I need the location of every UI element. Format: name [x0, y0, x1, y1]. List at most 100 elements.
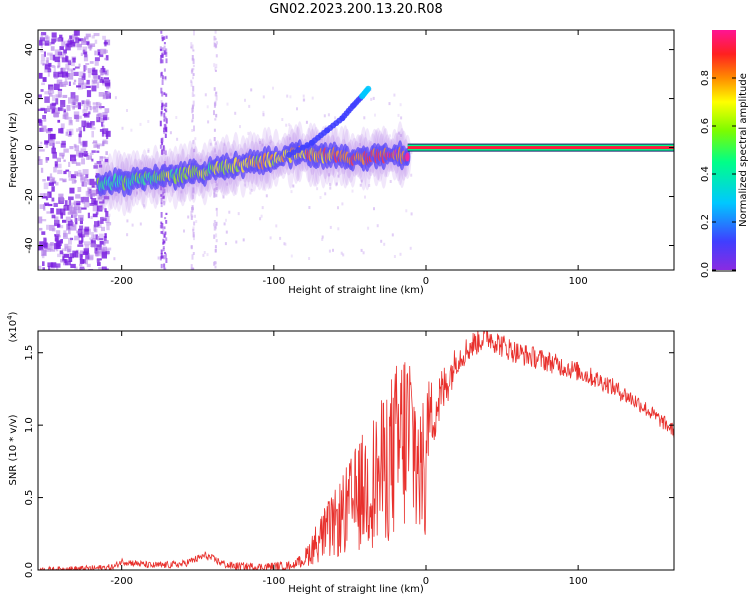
spectrogram-cell [60, 212, 63, 219]
spectrogram-cell [58, 71, 64, 74]
spectrogram-frame [37, 29, 675, 271]
spectrogram-cell [98, 75, 101, 80]
spectrogram-cell [78, 240, 83, 245]
spectrogram-cell [383, 242, 386, 246]
spectrogram-cell [41, 231, 46, 235]
snr-frame [37, 330, 675, 571]
spectrogram-cell [39, 227, 43, 231]
spectrogram-cell [80, 196, 84, 203]
spectrogram-cell [147, 148, 150, 151]
spectrogram-cell [60, 67, 63, 74]
spectrogram-cell [48, 62, 52, 67]
spectrogram-cell [80, 52, 83, 56]
spectrogram-cell [73, 202, 77, 205]
spectrogram-cell [250, 88, 253, 92]
spectrogram-cell [59, 250, 63, 255]
spectrogram-cell [57, 223, 61, 228]
spectrogram-cell [70, 69, 74, 73]
spectrogram-cell [226, 182, 229, 186]
spectrogram-cell [214, 180, 217, 183]
spectrogram-cell [40, 33, 44, 39]
spectrogram-cell [160, 212, 163, 218]
spectrogram-cell [41, 32, 47, 36]
spectrogram-cell [160, 263, 163, 269]
spectrogram-cell [62, 94, 68, 98]
spectrogram-cell [93, 224, 96, 232]
spectrogram-cell [94, 57, 100, 62]
spectrogram-cell [94, 221, 99, 228]
x-tick-label: -100 [262, 276, 285, 287]
spectrogram-cell [105, 80, 109, 84]
spectrogram-cell [95, 234, 98, 240]
spectrogram-cell [163, 68, 166, 72]
spectrogram-cell [289, 137, 291, 141]
spectrogram-cell [59, 178, 64, 181]
spectrogram-cell [51, 32, 57, 38]
spectrogram-cell [163, 103, 166, 107]
spectrogram-cell [94, 162, 98, 167]
spectrogram-cell [126, 219, 129, 223]
spectrogram-cell [98, 192, 101, 199]
spectrogram-cell [213, 137, 216, 142]
spectrogram-cell [296, 107, 298, 111]
spectrogram-cell [57, 88, 63, 91]
spectrogram-cell [100, 76, 103, 81]
spectrogram-cell [77, 187, 82, 192]
spectrogram-cell [165, 108, 168, 112]
spectrogram-cell [94, 226, 97, 232]
spectrogram-cell [41, 249, 47, 257]
colorbar-tick-label: 0.6 [700, 118, 711, 134]
spectrogram-cell [61, 67, 65, 72]
spectrogram-cell [67, 220, 73, 226]
spectrogram-cell [86, 79, 90, 85]
spectrogram-cell [242, 238, 245, 242]
spectrogram-cell [329, 225, 332, 229]
spectrogram-cell [73, 143, 77, 148]
spectrogram-cell [60, 100, 66, 107]
spectrogram-cell [88, 71, 91, 78]
colorbar-tick-label: 0.8 [700, 70, 711, 86]
spectrogram-cell [86, 263, 91, 268]
spectrogram-cell [340, 251, 343, 255]
spectrogram-cell [38, 145, 42, 148]
spectrogram-cell [50, 178, 54, 184]
spectrogram-cell [69, 131, 72, 136]
spectrogram-cell [89, 178, 95, 186]
spectrogram-cell [84, 244, 90, 250]
spectrogram-cell [63, 109, 66, 113]
spectrogram-cell [92, 213, 98, 218]
spectrogram-cell [364, 195, 366, 199]
y-tick-label: 0.5 [24, 490, 35, 506]
spectrogram-cell [66, 129, 71, 134]
spectrogram-cell [214, 30, 217, 34]
spectrogram-cell [55, 98, 59, 105]
spectrogram-cell [316, 187, 319, 191]
spectrogram-cell [376, 224, 379, 228]
spectrogram-cell [57, 119, 61, 123]
spectrogram-cell [192, 85, 195, 92]
spectrogram-cell [160, 194, 163, 197]
spectrogram-cell [164, 217, 167, 220]
spectrogram-cell [214, 269, 217, 270]
spectrogram-cell [388, 102, 391, 106]
x-tick-label: -100 [262, 576, 285, 587]
spectrogram-cell [102, 82, 107, 86]
spectrogram-cell [190, 210, 193, 217]
spectrogram-cell [279, 236, 282, 240]
spectrogram-cell [399, 252, 402, 256]
spectrogram-cell [389, 180, 392, 183]
spectrogram-cell [191, 44, 194, 50]
spectrogram-cell [60, 84, 67, 87]
spectrogram-cell [192, 191, 195, 194]
spectrogram-cell [42, 267, 45, 270]
spectrogram-cell [70, 154, 76, 162]
y-tick-label: 20 [24, 92, 35, 105]
spectrogram-cell [60, 259, 65, 263]
spectrogram-cell [80, 177, 86, 183]
spectrogram-cell [57, 253, 61, 258]
spectrogram-cell [249, 191, 252, 195]
spectrogram-cell [63, 81, 68, 86]
spectrogram-cell [56, 157, 61, 163]
spectrogram-cell [91, 189, 98, 196]
